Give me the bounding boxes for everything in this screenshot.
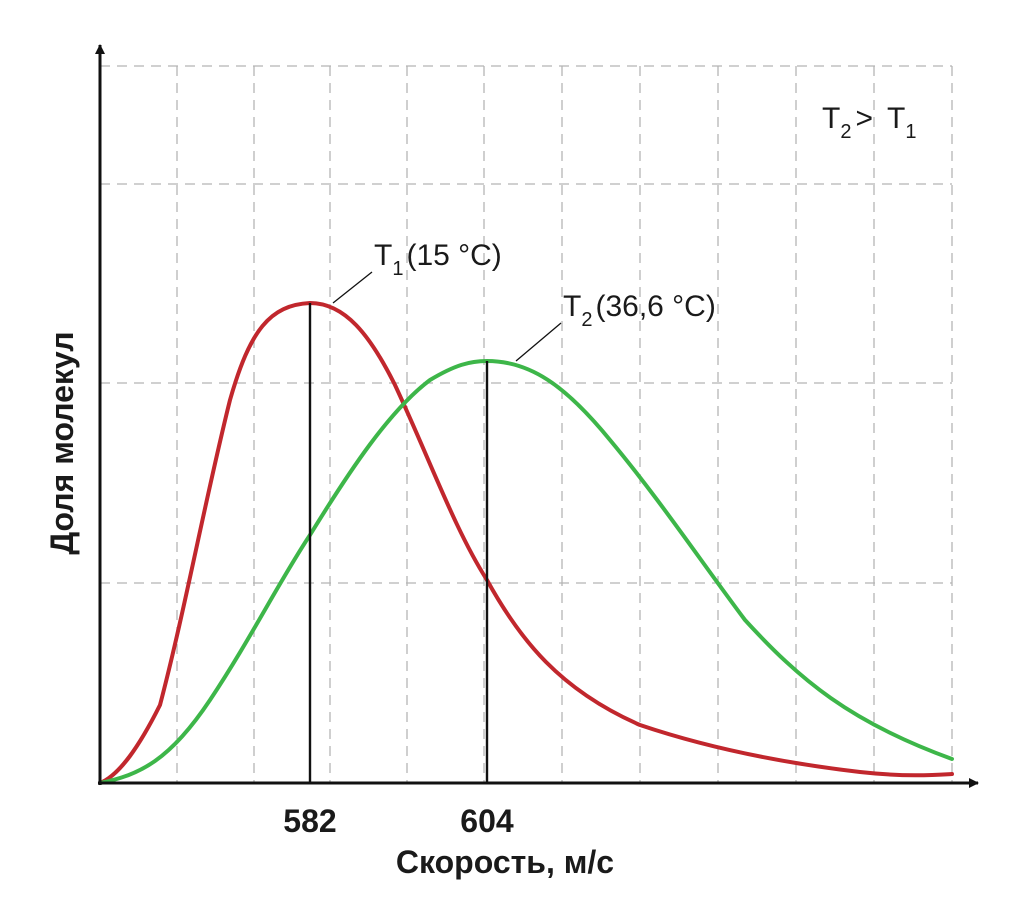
relation-right: T (887, 102, 905, 135)
grid (100, 65, 953, 783)
series-t1-leader (332, 271, 373, 304)
series-t2-curve (98, 359, 954, 785)
x-axis-title: Скорость, м/с (396, 844, 614, 880)
series-t1-label-main: T (374, 239, 392, 272)
series-t1-label-sub: 1 (392, 258, 403, 280)
series-t2-label-rest: (36,6 °C) (595, 290, 715, 323)
y-axis-title: Доля молекул (44, 331, 80, 554)
series-t2-label: T2 (36,6 °C) (563, 290, 716, 331)
series-t1-label-rest: (15 °C) (406, 239, 501, 272)
x-tick-label-582: 582 (283, 803, 336, 839)
relation-right-sub: 1 (905, 121, 916, 143)
series-t2-label-sub: 2 (581, 309, 592, 331)
series-t1-label: T1 (15 °C) (374, 239, 502, 280)
series-t1-curve (98, 301, 954, 785)
relation-left-sub: 2 (840, 121, 851, 143)
relation-op: > (855, 102, 873, 135)
relation-annotation: T2 > T1 (822, 102, 916, 143)
series-t2-label-main: T (563, 290, 581, 323)
x-tick-label-604: 604 (460, 803, 514, 839)
relation-left: T (822, 102, 840, 135)
series-t2-leader (515, 322, 562, 362)
